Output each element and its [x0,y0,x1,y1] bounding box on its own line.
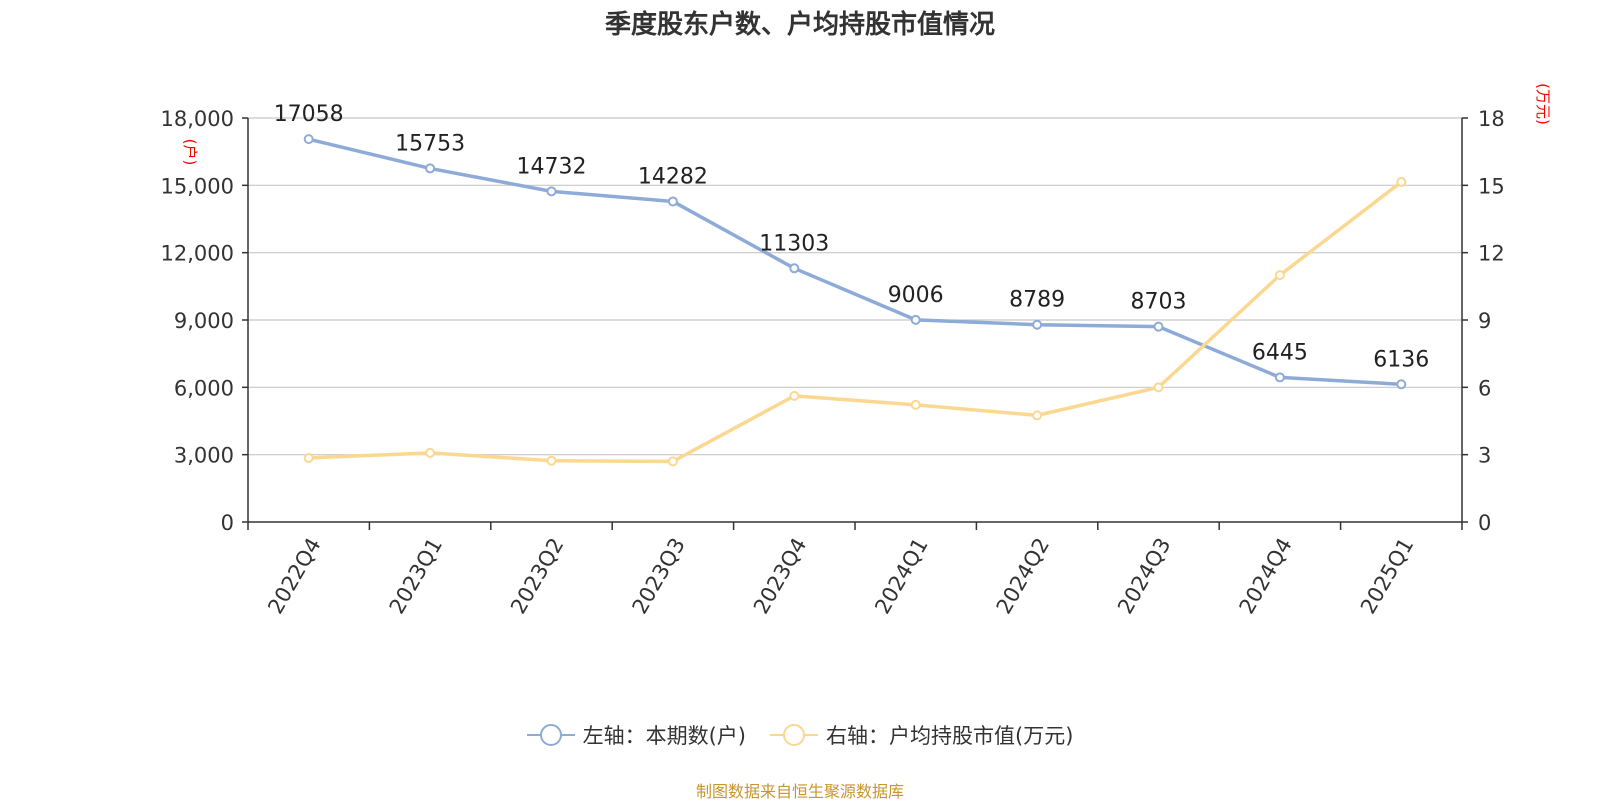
y-right-tick-label: 15 [1478,174,1505,198]
y-right-tick-label: 3 [1478,444,1491,468]
legend-circle-icon-blue [526,724,575,746]
y-right-tick-label: 12 [1478,242,1505,266]
y-left-axis-label: (户) [181,139,199,166]
data-label: 8789 [1009,288,1065,313]
x-tick-label: 2025Q1 [1356,534,1418,618]
data-label: 6136 [1373,347,1429,372]
data-point [1153,382,1164,393]
series-line-0 [308,137,1402,387]
y-left-tick-label: 3,000 [174,444,234,468]
data-point [667,196,678,207]
data-point [1153,321,1164,332]
x-tick-label: 2022Q4 [263,534,325,618]
legend-item-avg-value[interactable]: 右轴：户均持股市值(万元) [770,720,1073,750]
data-point [425,163,436,174]
y-right-tick-label: 9 [1478,309,1491,333]
y-left-tick-label: 12,000 [161,242,234,266]
data-point [546,455,557,466]
y-left-tick-label: 9,000 [174,309,234,333]
data-label: 6445 [1252,340,1308,365]
y-left-tick-label: 6,000 [174,376,234,400]
data-point [1396,379,1407,390]
data-point [789,390,800,401]
data-point [425,447,436,458]
y-left-tick-label: 0 [221,511,234,535]
data-label: 11303 [759,231,829,256]
data-point [1396,176,1407,187]
x-tick-label: 2024Q4 [1235,534,1297,618]
data-point [667,456,678,467]
data-point [303,134,314,145]
data-labels: 17058 15753 14732 14282 11303 9006 8789 8703 644… [274,102,1430,372]
x-tick-label: 2023Q4 [749,534,811,618]
series-lines [303,134,1407,467]
data-point [303,453,314,464]
data-label: 14732 [517,154,587,179]
data-source-note: 制图数据来自恒生聚源数据库 [695,782,904,801]
data-label: 17058 [274,102,344,127]
y-left-tick-label: 15,000 [161,174,234,198]
x-tick-label: 2023Q1 [385,534,447,618]
legend-item-households[interactable]: 左轴：本期数(户) [526,720,746,750]
data-label: 8703 [1131,290,1187,315]
x-tick-label: 2024Q1 [870,534,932,618]
data-label: 15753 [395,131,465,156]
x-tick-label: 2024Q2 [992,534,1054,618]
axes: 0 3,000 6,000 9,000 12,000 15,000 18,000 0 3 6 9 12… [161,83,1552,618]
legend-circle-icon-yellow [770,724,818,746]
y-right-tick-label: 0 [1478,511,1491,535]
data-point [910,399,921,410]
x-tick-label: 2023Q3 [628,534,690,618]
data-point [789,263,800,274]
x-tick-label: 2024Q3 [1113,534,1175,618]
data-point [1032,319,1043,330]
series-line-1 [308,180,1403,464]
legend: 左轴：本期数(户) 右轴：户均持股市值(万元) [0,720,1600,750]
data-point [910,314,921,325]
data-label: 14282 [638,164,708,189]
data-point [1032,410,1043,421]
data-point [1274,270,1285,281]
y-left-tick-label: 18,000 [161,107,234,131]
legend-label-households: 左轴：本期数(户) [582,724,746,748]
y-right-tick-label: 6 [1478,376,1491,400]
legend-label-avg-value: 右轴：户均持股市值(万元) [826,724,1074,748]
data-label: 9006 [888,283,944,308]
y-right-tick-label: 18 [1478,107,1505,131]
x-tick-label: 2023Q2 [506,534,568,618]
y-right-axis-label: (万元) [1534,83,1552,125]
data-point [546,186,557,197]
chart-title: 季度股东户数、户均持股市值情况 [604,10,995,40]
data-point [1274,372,1285,383]
